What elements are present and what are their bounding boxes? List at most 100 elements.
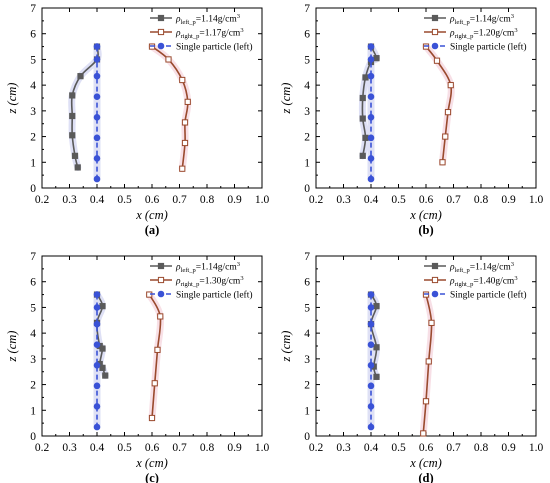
x-tick-label: 0.6: [419, 442, 434, 454]
y-tick-label: 2: [30, 380, 36, 392]
x-tick-label: 0.2: [35, 194, 50, 206]
panel-label: (b): [418, 223, 433, 237]
x-tick-label: 0.7: [446, 442, 461, 454]
series-3-point: [367, 93, 375, 101]
legend-label-sub: right_p: [181, 281, 200, 288]
x-tick-label: 0.3: [336, 194, 351, 206]
legend-label-sub: left_p: [181, 19, 196, 26]
legend-label-main: ρ: [175, 263, 181, 273]
legend-swatch-marker-1: [157, 14, 165, 22]
panel-label: (c): [145, 471, 159, 483]
x-tick-label: 0.3: [62, 442, 77, 454]
series-1-point: [373, 373, 380, 380]
x-tick-label: 0.6: [145, 194, 160, 206]
y-axis-label: z (cm): [279, 83, 293, 115]
x-tick-label: 0.5: [117, 194, 132, 206]
legend-label-sup: 3: [240, 275, 243, 282]
series-1-point: [362, 74, 369, 81]
legend-swatch-marker-1: [157, 262, 165, 270]
legend-label-sup: 3: [514, 27, 517, 34]
legend-swatch-marker-3: [431, 290, 439, 298]
y-tick-label: 3: [304, 354, 310, 366]
y-tick-label: 6: [304, 277, 310, 289]
series-3-point: [367, 382, 375, 390]
x-axis-label: x (cm): [135, 208, 168, 222]
series-2-point: [154, 346, 161, 353]
legend-label-main: Single particle (left): [450, 42, 527, 53]
chart-panel-4: 0.2 0.3 0.4 0.5 0.6 0.7 0.8 0.9 1.0 0 1 2 3 4 5 6 7 x (cm…: [279, 251, 543, 483]
y-tick-label: 2: [304, 132, 310, 144]
y-tick-label: 4: [30, 80, 36, 92]
x-tick-label: 0.4: [364, 442, 379, 454]
series-2-point: [181, 139, 189, 147]
x-tick-label: 0.8: [474, 194, 489, 206]
legend-label-sub: right_p: [455, 281, 474, 288]
series-1-point: [359, 152, 366, 159]
series-3-point: [93, 43, 101, 50]
legend-label-value: =1.14g/cm: [470, 263, 512, 273]
y-tick-label: 3: [30, 106, 36, 118]
y-tick-label: 1: [30, 405, 36, 417]
x-tick-label: 1.0: [529, 442, 544, 454]
legend-label-sup: 3: [514, 275, 517, 282]
series-2-point: [157, 313, 164, 320]
legend-label-1: ρleft_p=1.14g/cm3: [175, 261, 240, 274]
series-shadow-2: [148, 43, 192, 173]
x-tick-label: 1.0: [255, 442, 270, 454]
x-tick-label: 0.5: [117, 442, 132, 454]
series-3-point: [93, 155, 101, 162]
legend-label-1: ρleft_p=1.14g/cm3: [449, 261, 514, 274]
legend-label-3: Single particle (left): [176, 290, 253, 301]
series-2-point: [184, 98, 191, 105]
legend-label-1: ρleft_p=1.14g/cm3: [449, 13, 514, 26]
series-1-point: [74, 164, 81, 171]
series-2-point: [447, 82, 454, 89]
legend-label-sup: 3: [237, 261, 240, 268]
series-2-point: [428, 319, 435, 326]
y-tick-label: 5: [304, 302, 310, 314]
y-tick-label: 2: [30, 132, 36, 144]
y-tick-label: 0: [30, 431, 36, 443]
y-tick-label: 6: [304, 29, 310, 41]
y-tick-label: 0: [304, 431, 310, 443]
series-3-point: [367, 361, 375, 369]
legend-label-1: ρleft_p=1.14g/cm3: [175, 13, 240, 26]
series-3-point: [367, 113, 375, 121]
legend-swatch-marker-2: [431, 28, 439, 36]
series-shadow-group: [358, 43, 455, 183]
series-3-point: [93, 56, 101, 63]
series-1-point: [373, 55, 380, 62]
series-2-point: [181, 119, 189, 126]
y-axis-label: z (cm): [5, 83, 19, 115]
series-3-point: [367, 320, 375, 328]
series-1-point: [373, 344, 380, 351]
series-3-point: [93, 361, 101, 369]
series-1-point: [359, 115, 366, 122]
legend-label-main: ρ: [449, 277, 455, 287]
x-tick-label: 0.9: [501, 194, 516, 206]
legend-label-2: ρright_p=1.40g/cm3: [449, 275, 518, 288]
series-2-point: [439, 159, 446, 166]
legend-label-main: ρ: [449, 29, 455, 39]
series-3-point: [367, 304, 375, 311]
series-3-point: [367, 43, 375, 50]
series-1-point: [362, 134, 369, 141]
series-1-point: [69, 92, 76, 99]
series-2-point: [420, 430, 427, 437]
series-1-point: [102, 372, 109, 379]
series-3-point: [93, 175, 101, 183]
x-tick-label: 0.9: [501, 442, 516, 454]
series-1-point: [373, 303, 380, 310]
y-tick-label: 4: [304, 328, 310, 340]
legend-label-main: ρ: [175, 15, 181, 25]
legend-swatch-marker-1: [431, 14, 439, 22]
series-3-point: [93, 341, 101, 349]
x-tick-label: 0.5: [391, 442, 406, 454]
legend-label-main: Single particle (left): [176, 42, 253, 53]
y-tick-label: 0: [304, 183, 310, 195]
legend-label-2: ρright_p=1.30g/cm3: [175, 275, 244, 288]
legend-label-value: =1.14g/cm: [470, 15, 512, 25]
x-tick-label: 0.4: [90, 442, 105, 454]
legend-label-value: =1.40g/cm: [473, 277, 515, 287]
series-shadow-group: [93, 291, 165, 431]
